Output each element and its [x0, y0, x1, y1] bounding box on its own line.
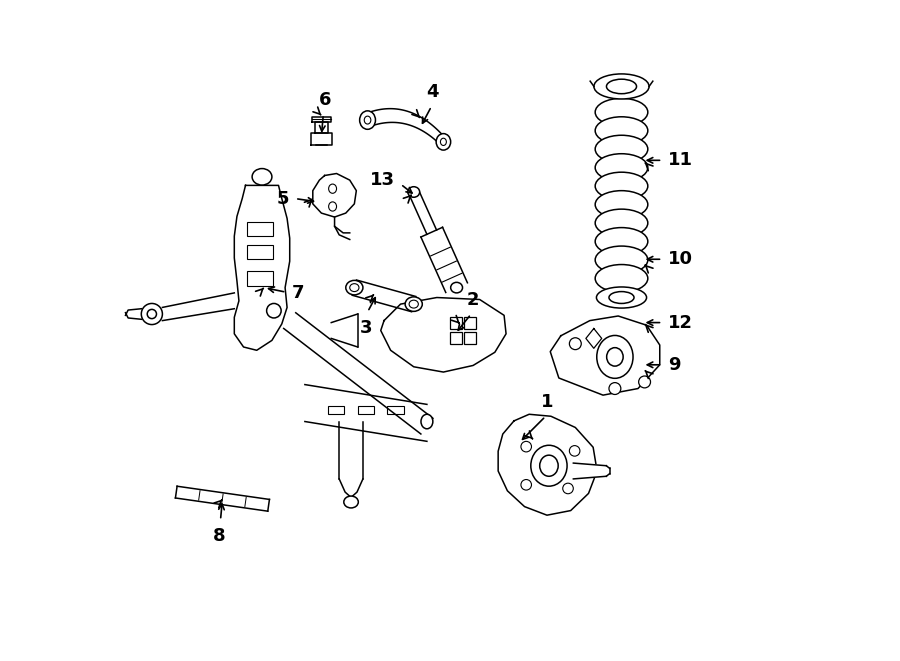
Ellipse shape	[328, 202, 337, 211]
Ellipse shape	[562, 483, 573, 494]
Text: 5: 5	[276, 190, 289, 208]
Ellipse shape	[252, 169, 272, 185]
Ellipse shape	[595, 264, 648, 292]
Ellipse shape	[344, 496, 358, 508]
Ellipse shape	[521, 442, 532, 452]
Text: 8: 8	[212, 527, 225, 545]
Text: 10: 10	[668, 251, 693, 268]
Polygon shape	[499, 414, 597, 515]
Ellipse shape	[440, 138, 446, 145]
Ellipse shape	[148, 309, 157, 319]
Polygon shape	[313, 174, 356, 217]
Ellipse shape	[436, 134, 451, 150]
Text: 7: 7	[292, 284, 304, 302]
Ellipse shape	[639, 376, 651, 388]
Polygon shape	[573, 463, 607, 479]
Text: 3: 3	[359, 319, 372, 336]
Ellipse shape	[597, 335, 633, 378]
Polygon shape	[352, 280, 416, 312]
Polygon shape	[339, 422, 363, 479]
Ellipse shape	[405, 297, 422, 311]
Ellipse shape	[364, 116, 371, 124]
Polygon shape	[381, 297, 506, 372]
Ellipse shape	[609, 383, 621, 395]
Ellipse shape	[595, 117, 648, 145]
Ellipse shape	[609, 292, 634, 303]
Text: 13: 13	[370, 171, 394, 189]
Ellipse shape	[421, 414, 433, 429]
Ellipse shape	[595, 98, 648, 126]
Ellipse shape	[595, 246, 648, 274]
Ellipse shape	[451, 282, 463, 293]
Ellipse shape	[595, 136, 648, 163]
Text: 1: 1	[542, 393, 554, 411]
Ellipse shape	[540, 455, 558, 477]
Ellipse shape	[570, 338, 581, 350]
Polygon shape	[234, 185, 290, 350]
Ellipse shape	[521, 479, 532, 490]
Polygon shape	[367, 108, 444, 148]
Text: 6: 6	[319, 91, 331, 109]
Ellipse shape	[141, 303, 162, 325]
Text: 11: 11	[668, 151, 693, 169]
Ellipse shape	[570, 446, 580, 456]
Polygon shape	[314, 122, 328, 134]
Ellipse shape	[328, 184, 337, 193]
Ellipse shape	[531, 446, 567, 486]
Text: 2: 2	[467, 291, 480, 309]
Ellipse shape	[595, 190, 648, 218]
Ellipse shape	[360, 111, 375, 130]
Polygon shape	[421, 227, 467, 292]
Ellipse shape	[346, 280, 363, 295]
Ellipse shape	[607, 348, 623, 366]
Ellipse shape	[607, 79, 636, 94]
Ellipse shape	[408, 186, 419, 197]
Text: 4: 4	[427, 83, 439, 101]
Ellipse shape	[594, 74, 649, 99]
Ellipse shape	[595, 154, 648, 181]
Ellipse shape	[266, 303, 281, 318]
Ellipse shape	[410, 300, 418, 308]
Polygon shape	[550, 316, 660, 395]
Ellipse shape	[595, 173, 648, 200]
Polygon shape	[162, 293, 234, 321]
Polygon shape	[284, 313, 433, 434]
Polygon shape	[312, 117, 331, 122]
Polygon shape	[305, 385, 427, 442]
Ellipse shape	[597, 287, 646, 308]
Ellipse shape	[595, 209, 648, 237]
Text: 12: 12	[668, 313, 693, 332]
Ellipse shape	[595, 227, 648, 255]
Polygon shape	[310, 134, 332, 145]
Ellipse shape	[350, 284, 359, 292]
Polygon shape	[409, 190, 436, 234]
Text: 9: 9	[668, 356, 680, 374]
Polygon shape	[176, 486, 269, 511]
